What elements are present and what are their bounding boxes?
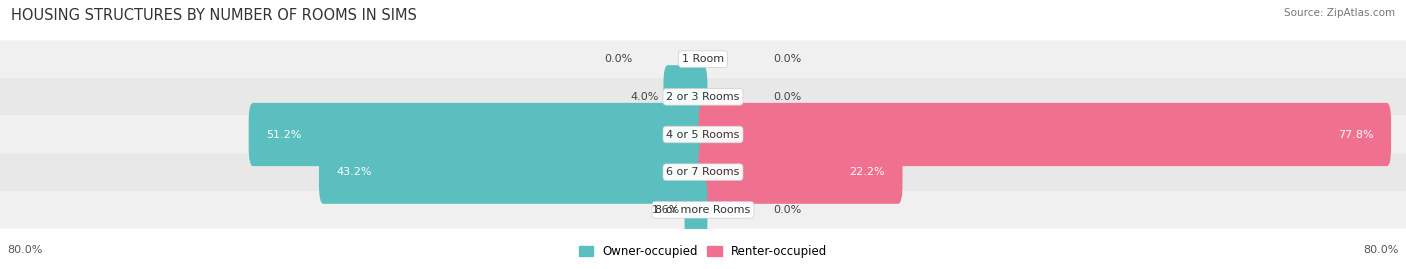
Text: 0.0%: 0.0% [605, 54, 633, 64]
Text: 0.0%: 0.0% [773, 54, 801, 64]
Text: 0.0%: 0.0% [773, 92, 801, 102]
Text: 4.0%: 4.0% [631, 92, 659, 102]
Text: 80.0%: 80.0% [7, 245, 42, 255]
Text: HOUSING STRUCTURES BY NUMBER OF ROOMS IN SIMS: HOUSING STRUCTURES BY NUMBER OF ROOMS IN… [11, 8, 418, 23]
Text: 1.6%: 1.6% [652, 205, 681, 215]
Text: 51.2%: 51.2% [266, 129, 302, 140]
FancyBboxPatch shape [664, 65, 707, 129]
FancyBboxPatch shape [249, 103, 707, 166]
Text: 2 or 3 Rooms: 2 or 3 Rooms [666, 92, 740, 102]
FancyBboxPatch shape [0, 153, 1406, 191]
FancyBboxPatch shape [0, 40, 1406, 78]
FancyBboxPatch shape [0, 191, 1406, 229]
Text: 1 Room: 1 Room [682, 54, 724, 64]
Legend: Owner-occupied, Renter-occupied: Owner-occupied, Renter-occupied [574, 241, 832, 263]
Text: Source: ZipAtlas.com: Source: ZipAtlas.com [1284, 8, 1395, 18]
FancyBboxPatch shape [699, 103, 1391, 166]
FancyBboxPatch shape [0, 116, 1406, 153]
Text: 8 or more Rooms: 8 or more Rooms [655, 205, 751, 215]
FancyBboxPatch shape [699, 140, 903, 204]
Text: 4 or 5 Rooms: 4 or 5 Rooms [666, 129, 740, 140]
FancyBboxPatch shape [685, 178, 707, 242]
FancyBboxPatch shape [319, 140, 707, 204]
Text: 77.8%: 77.8% [1339, 129, 1374, 140]
Text: 80.0%: 80.0% [1364, 245, 1399, 255]
FancyBboxPatch shape [0, 78, 1406, 116]
Text: 22.2%: 22.2% [849, 167, 884, 177]
Text: 0.0%: 0.0% [773, 205, 801, 215]
Text: 43.2%: 43.2% [336, 167, 373, 177]
Text: 6 or 7 Rooms: 6 or 7 Rooms [666, 167, 740, 177]
